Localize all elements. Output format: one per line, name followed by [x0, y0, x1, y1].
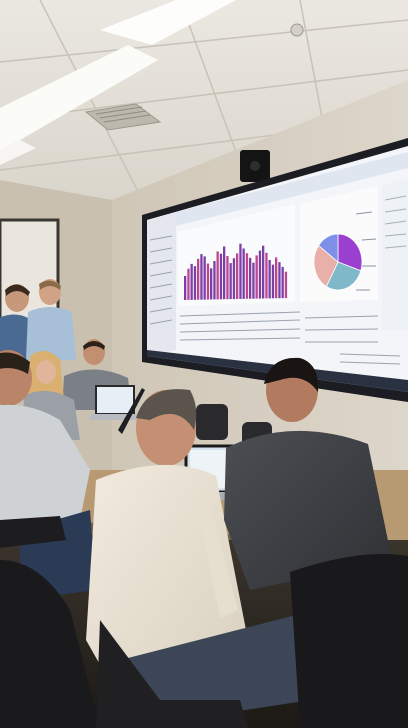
pie-slice [313, 244, 339, 288]
screen-right-panel [382, 178, 408, 330]
bar [223, 246, 226, 300]
ceiling-light-panel-3 [0, 140, 36, 165]
screen-sidebar-lines [149, 235, 173, 325]
bar [213, 261, 216, 300]
bar [197, 258, 200, 300]
bar [265, 252, 268, 299]
bar [255, 255, 258, 299]
bar [249, 257, 252, 299]
laptop-open-right [118, 388, 145, 434]
bar [268, 260, 271, 299]
bar [278, 262, 281, 299]
bar-chart [184, 243, 288, 300]
bar [187, 268, 190, 300]
chair-back-far [196, 404, 228, 440]
bar [226, 256, 229, 300]
pie-legend [355, 211, 377, 291]
bar [193, 266, 197, 300]
bar [200, 254, 203, 300]
bar [275, 257, 278, 299]
bar [236, 253, 239, 299]
bar [203, 256, 206, 300]
bar [281, 266, 284, 299]
bar [219, 253, 223, 300]
bar [229, 263, 232, 300]
smoke-detector [290, 23, 304, 37]
bar [284, 271, 288, 299]
bar [258, 250, 262, 299]
bar [252, 262, 255, 299]
bar [239, 243, 242, 299]
ceiling-light-panel [0, 45, 158, 150]
ceiling-light-panel-2 [100, 0, 236, 45]
pie-chart [313, 233, 363, 291]
bar [190, 263, 193, 300]
chair-foreground-left-2 [0, 560, 100, 728]
bar [262, 245, 265, 299]
bar [271, 264, 275, 299]
bar [245, 253, 249, 299]
ceiling-vent [84, 103, 162, 131]
bar [242, 248, 245, 299]
chair-foreground-left [0, 516, 66, 548]
bar [206, 263, 210, 300]
bar [216, 251, 219, 300]
bar [184, 276, 187, 300]
screen-data-table [179, 311, 401, 365]
person-foreground-right [224, 357, 392, 590]
bar [232, 258, 236, 300]
bar [210, 268, 213, 300]
screen-sidebar [147, 212, 176, 356]
chair-foreground-right [290, 554, 408, 728]
pie-slice [337, 233, 363, 272]
screen-toolbar [176, 152, 408, 226]
person-standing-right [26, 279, 76, 360]
pie-slice [318, 233, 339, 263]
person-foreground-center [86, 389, 310, 728]
chair-foreground-center [96, 620, 248, 728]
